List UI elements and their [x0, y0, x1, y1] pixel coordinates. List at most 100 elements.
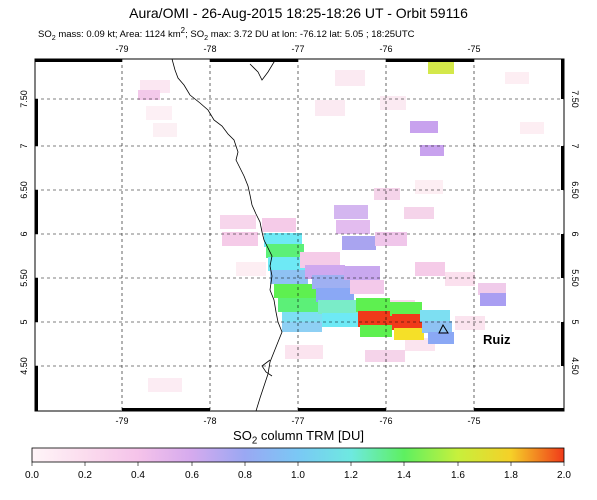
lat-tick-left: 5.50	[19, 269, 29, 287]
so2-pixel	[455, 316, 485, 330]
lat-tick-left: 4.50	[19, 357, 29, 375]
lat-tick-left: 5	[19, 319, 29, 324]
colorbar-tick: 1.4	[397, 470, 411, 481]
lat-tick-left: 7	[19, 143, 29, 148]
so2-pixel	[266, 244, 304, 258]
so2-pixel	[220, 215, 256, 229]
colorbar-label: SO2 column TRM [DU]	[233, 428, 364, 447]
so2-pixel	[420, 145, 444, 156]
colorbar-tick: 1.8	[504, 470, 518, 481]
so2-pixel	[264, 233, 302, 247]
so2-pixel	[410, 121, 438, 133]
map-subtitle: SO2 mass: 0.09 kt; Area: 1124 km2; SO2 m…	[38, 26, 415, 43]
lat-tick-left: 6.50	[19, 181, 29, 199]
lat-tick-right: 5	[570, 319, 580, 324]
lat-tick-right: 6.50	[570, 181, 580, 199]
lon-tick-bottom: -78	[203, 416, 216, 426]
lat-tick-left: 6	[19, 231, 29, 236]
so2-pixel	[315, 100, 345, 116]
so2-pixel	[262, 218, 296, 232]
so2-pixel	[222, 232, 258, 246]
so2-pixel	[405, 338, 435, 351]
lat-tick-right: 4.50	[570, 357, 580, 375]
lon-tick-top: -77	[291, 44, 304, 54]
coastline	[171, 58, 283, 412]
so2-pixel	[278, 298, 320, 312]
colorbar-gradient	[31, 447, 565, 463]
so2-pixel	[356, 298, 390, 312]
colorbar-tick: 0.8	[238, 470, 252, 481]
so2-pixel	[344, 266, 380, 280]
so2-pixel	[358, 311, 392, 327]
so2-pixel	[428, 332, 454, 344]
volcano-triangle-icon	[438, 323, 449, 334]
colorbar-tick: 0.4	[131, 470, 145, 481]
so2-pixel	[153, 123, 177, 137]
lon-tick-bottom: -76	[379, 416, 392, 426]
lat-tick-right: 6	[570, 231, 580, 236]
so2-pixel	[270, 270, 308, 284]
so2-pixel	[236, 262, 266, 276]
lon-tick-bottom: -79	[115, 416, 128, 426]
so2-pixel	[342, 236, 376, 250]
so2-pixel	[380, 96, 406, 110]
so2-pixel	[415, 180, 443, 194]
so2-pixel	[428, 62, 454, 74]
so2-pixel	[146, 106, 172, 120]
gridlines	[35, 59, 564, 411]
so2-pixel	[322, 313, 362, 327]
so2-pixel	[394, 328, 424, 340]
so2-pixels	[138, 62, 544, 392]
lat-tick-right: 5.50	[570, 269, 580, 287]
so2-pixel	[445, 272, 475, 286]
so2-pixel	[335, 70, 365, 86]
so2-pixel	[274, 284, 316, 298]
so2-pixel	[422, 321, 452, 333]
so2-pixel	[312, 275, 352, 289]
lat-tick-right: 7.50	[570, 90, 580, 108]
lon-tick-top: -75	[467, 44, 480, 54]
so2-pixel	[336, 220, 370, 234]
lon-tick-bottom: -77	[291, 416, 304, 426]
so2-pixel	[420, 310, 450, 322]
so2-pixel	[334, 205, 368, 219]
so2-pixel	[505, 72, 529, 84]
coastline	[261, 359, 273, 377]
so2-pixel	[140, 80, 170, 93]
so2-pixel	[404, 207, 434, 219]
colorbar-tick: 1.2	[344, 470, 358, 481]
so2-pixel	[300, 252, 340, 268]
so2-pixel	[375, 232, 407, 246]
so2-pixel	[520, 122, 544, 134]
so2-pixel	[374, 188, 400, 200]
so2-pixel	[285, 345, 323, 359]
lat-tick-right: 7	[570, 143, 580, 148]
so2-pixel	[415, 262, 445, 276]
so2-pixel	[360, 325, 392, 337]
map-title: Aura/OMI - 26-Aug-2015 18:25-18:26 UT - …	[129, 5, 468, 21]
colorbar-tick: 0.6	[185, 470, 199, 481]
so2-pixel	[365, 350, 405, 362]
so2-pixel	[316, 288, 354, 302]
so2-pixel	[282, 322, 322, 332]
colorbar-tick: 0.0	[25, 470, 39, 481]
colorbar-tick: 0.2	[78, 470, 92, 481]
so2-pixel	[268, 257, 306, 271]
colorbar-tick: 1.6	[451, 470, 465, 481]
colorbar-tick: 2.0	[557, 470, 571, 481]
lon-tick-bottom: -75	[467, 416, 480, 426]
so2-pixel	[148, 378, 182, 392]
so2-pixel	[318, 300, 358, 314]
so2-pixel	[350, 280, 384, 294]
lat-tick-left: 7.50	[19, 90, 29, 108]
colorbar-tick: 1.0	[291, 470, 305, 481]
frame-bands	[35, 59, 564, 411]
colorbar: 0.0 0.2 0.4 0.6 0.8 1.0 1.2 1.4 1.6 1.8 …	[25, 447, 571, 481]
lon-tick-top: -76	[379, 44, 392, 54]
so2-pixel	[390, 302, 422, 316]
so2-pixel	[138, 90, 160, 100]
lon-tick-top: -79	[115, 44, 128, 54]
volcano-label: Ruiz	[483, 332, 511, 347]
so2-pixel	[478, 283, 506, 295]
